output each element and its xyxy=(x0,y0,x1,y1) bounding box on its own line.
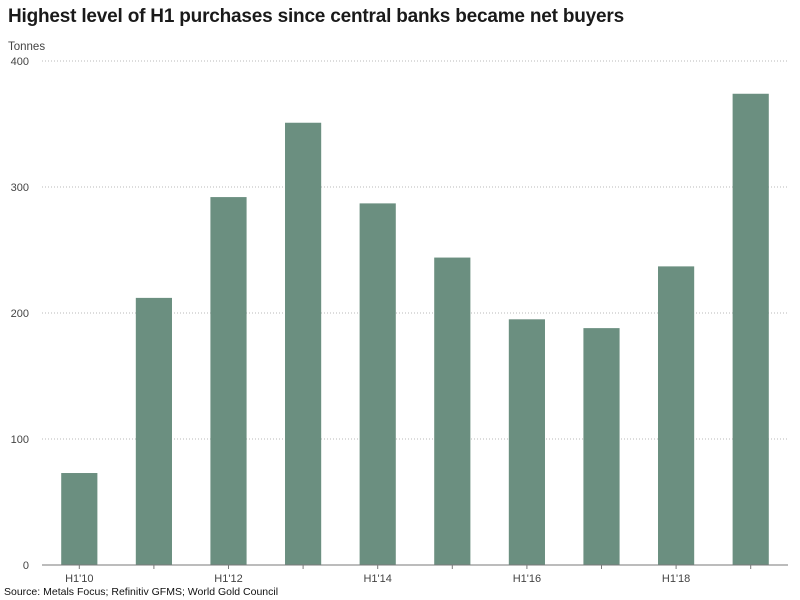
x-tick-label: H1'14 xyxy=(363,573,391,585)
y-tick-label: 0 xyxy=(23,560,29,572)
bar xyxy=(732,93,769,565)
y-tick-label: 200 xyxy=(11,308,29,320)
bar xyxy=(210,197,247,565)
bar xyxy=(508,319,545,565)
bar xyxy=(583,328,620,565)
bar xyxy=(359,203,396,565)
x-tick-label: H1'16 xyxy=(513,573,541,585)
y-tick-label: 100 xyxy=(11,434,29,446)
bar xyxy=(135,297,172,565)
bar xyxy=(658,266,695,565)
chart-title: Highest level of H1 purchases since cent… xyxy=(8,6,624,27)
x-tick-label: H1'10 xyxy=(65,573,93,585)
bar xyxy=(434,257,471,565)
y-tick-label: 300 xyxy=(11,182,29,194)
bars xyxy=(61,93,769,566)
x-axis-ticks: H1'10 H1'12 H1'14 H1'16 H1'18 xyxy=(65,565,752,585)
y-axis-ticks: 0 100 200 300 400 xyxy=(11,56,29,572)
y-axis-unit-label: Tonnes xyxy=(8,41,45,53)
y-tick-label: 400 xyxy=(11,56,29,68)
x-tick-label: H1'12 xyxy=(214,573,242,585)
bar xyxy=(61,473,98,565)
x-tick-label: H1'18 xyxy=(662,573,690,585)
bar xyxy=(285,122,322,566)
source-note: Source: Metals Focus; Refinitiv GFMS; Wo… xyxy=(4,586,279,598)
